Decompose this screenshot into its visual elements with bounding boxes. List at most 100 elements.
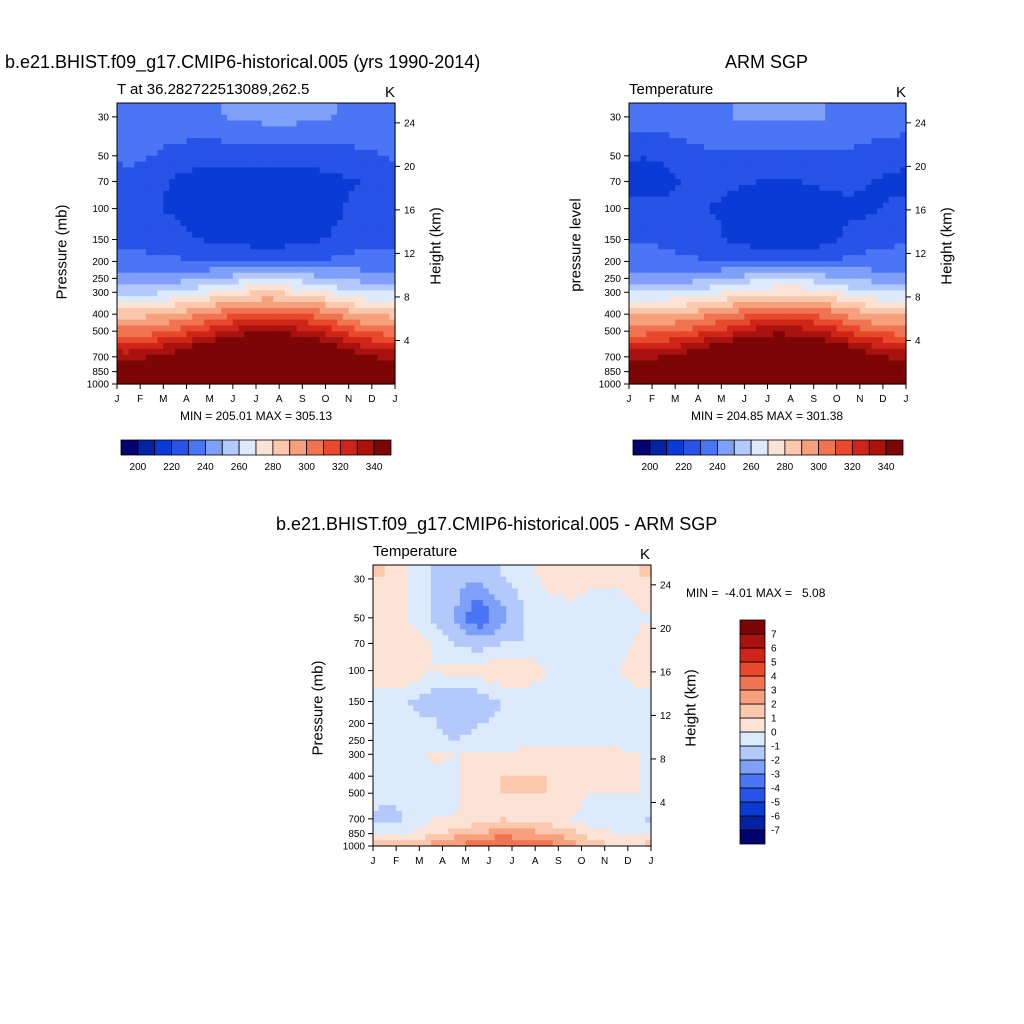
contour-cell	[198, 214, 205, 221]
contour-cell	[877, 103, 884, 110]
contour-cell	[616, 565, 623, 572]
contour-cell	[865, 290, 872, 297]
contour-cell	[145, 167, 153, 174]
contour-cell	[377, 325, 385, 332]
contour-cell	[371, 307, 379, 315]
contour-cell	[807, 354, 815, 362]
contour-cell	[888, 196, 896, 204]
contour-cell	[680, 231, 688, 239]
contour-cell	[366, 348, 373, 356]
contour-cell	[425, 576, 432, 584]
contour-cell	[686, 132, 694, 139]
contour-cell	[894, 214, 901, 221]
contour-cell	[629, 266, 636, 274]
contour-cell	[342, 143, 350, 151]
contour-cell	[232, 220, 240, 227]
contour-cell	[646, 366, 653, 373]
contour-cell	[871, 214, 878, 221]
contour-cell	[284, 278, 292, 286]
contour-cell	[128, 348, 135, 356]
contour-cell	[221, 284, 228, 291]
contour-cell	[646, 261, 653, 268]
contour-cell	[232, 120, 240, 128]
contour-cell	[308, 255, 315, 262]
contour-cell	[267, 149, 274, 157]
contour-cell	[256, 120, 263, 128]
contour-cell	[790, 302, 797, 309]
right-x-tick-label: N	[856, 394, 863, 405]
contour-cell	[744, 114, 751, 122]
contour-cell	[128, 167, 135, 174]
contour-cell	[640, 161, 647, 168]
contour-cell	[157, 167, 164, 174]
contour-cell	[732, 132, 740, 139]
contour-cell	[865, 302, 872, 309]
contour-cell	[290, 126, 298, 133]
contour-cell	[848, 343, 855, 350]
contour-cell	[784, 120, 792, 128]
contour-cell	[134, 114, 141, 122]
contour-cell	[192, 161, 199, 168]
contour-cell	[871, 196, 878, 204]
contour-cell	[134, 325, 141, 332]
contour-cell	[790, 108, 797, 116]
contour-cell	[227, 208, 234, 215]
contour-cell	[337, 114, 344, 122]
contour-cell	[174, 220, 182, 227]
contour-cell	[284, 138, 292, 145]
contour-cell	[640, 249, 647, 256]
contour-cell	[383, 103, 390, 110]
contour-cell	[250, 173, 257, 180]
contour-cell	[117, 290, 124, 297]
contour-cell	[290, 149, 298, 157]
contour-cell	[813, 343, 821, 350]
contour-cell	[145, 114, 153, 122]
contour-cell	[267, 214, 274, 221]
contour-cell	[342, 302, 350, 309]
contour-cell	[140, 378, 147, 385]
contour-cell	[773, 155, 780, 163]
contour-cell	[698, 290, 705, 297]
contour-cell	[238, 225, 246, 233]
contour-cell	[767, 261, 774, 268]
contour-cell	[877, 255, 884, 262]
contour-cell	[261, 249, 269, 256]
contour-cell	[657, 366, 665, 373]
contour-cell	[163, 343, 170, 350]
contour-cell	[308, 173, 315, 180]
contour-cell	[198, 179, 205, 186]
contour-cell	[227, 220, 234, 227]
contour-cell	[366, 179, 373, 186]
contour-cell	[360, 360, 367, 368]
contour-cell	[523, 576, 530, 584]
contour-cell	[354, 155, 361, 163]
contour-cell	[215, 348, 222, 356]
contour-cell	[512, 570, 519, 578]
contour-cell	[657, 155, 665, 163]
contour-cell	[807, 132, 815, 139]
contour-cell	[354, 360, 361, 368]
contour-cell	[848, 225, 855, 233]
contour-cell	[348, 261, 356, 268]
contour-cell	[802, 190, 809, 198]
contour-cell	[331, 366, 338, 373]
contour-cell	[284, 337, 292, 344]
contour-cell	[692, 202, 699, 209]
contour-cell	[686, 348, 694, 356]
contour-cell	[721, 161, 728, 168]
contour-cell	[652, 108, 659, 116]
contour-cell	[140, 331, 147, 338]
contour-cell	[261, 243, 269, 250]
contour-cell	[645, 565, 652, 572]
contour-cell	[790, 255, 797, 262]
contour-cell	[709, 337, 717, 344]
contour-cell	[227, 360, 234, 368]
contour-cell	[675, 196, 682, 204]
contour-cell	[163, 296, 170, 303]
contour-cell	[640, 103, 647, 110]
contour-cell	[865, 378, 872, 385]
contour-cell	[859, 366, 867, 373]
contour-cell	[261, 155, 269, 163]
contour-cell	[646, 173, 653, 180]
contour-cell	[232, 126, 240, 133]
